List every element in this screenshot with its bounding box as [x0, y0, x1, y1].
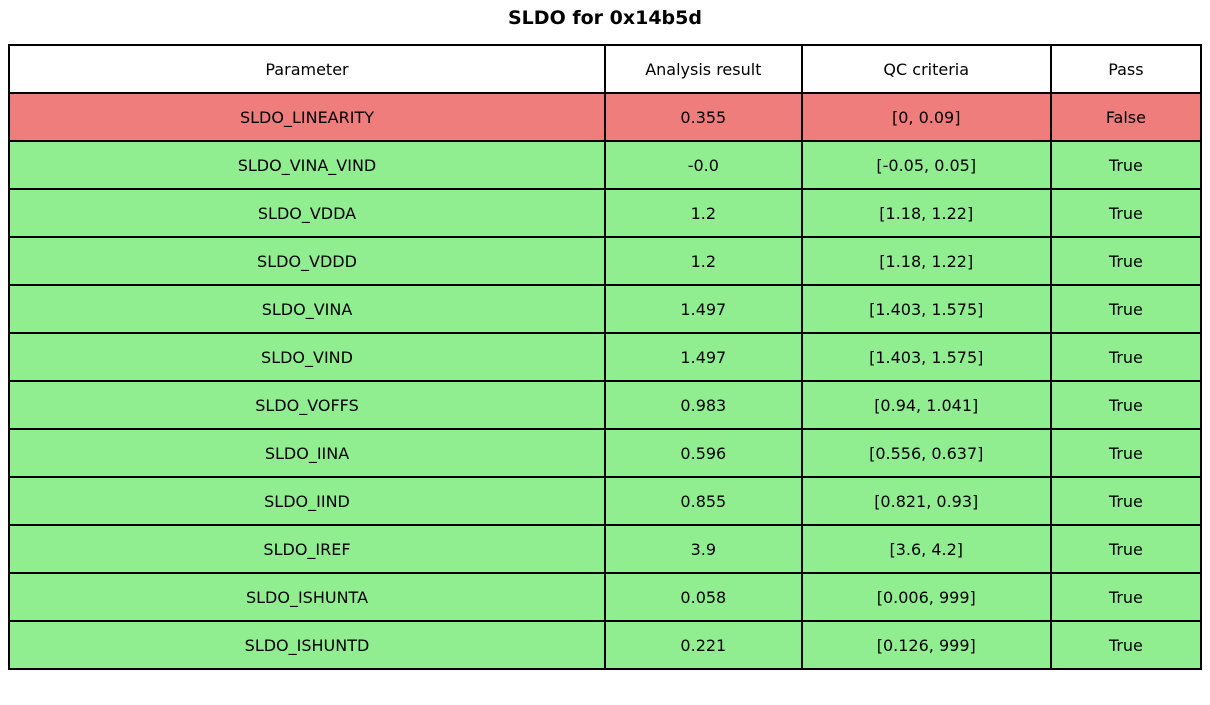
table-row: SLDO_VDDA 1.2 [1.18, 1.22] True — [8, 188, 1203, 238]
cell-analysis-result: 3.9 — [604, 524, 803, 574]
cell-qc-criteria: [1.403, 1.575] — [800, 284, 1052, 334]
cell-parameter: SLDO_VOFFS — [8, 380, 606, 430]
cell-pass: True — [1049, 188, 1203, 238]
cell-pass: True — [1049, 572, 1203, 622]
table-row: SLDO_VINA 1.497 [1.403, 1.575] True — [8, 284, 1203, 334]
cell-analysis-result: 0.855 — [604, 476, 803, 526]
page-title: SLDO for 0x14b5d — [508, 7, 702, 29]
cell-analysis-result: 0.355 — [604, 92, 803, 142]
table-row: SLDO_IREF 3.9 [3.6, 4.2] True — [8, 524, 1203, 574]
table-row: SLDO_ISHUNTD 0.221 [0.126, 999] True — [8, 620, 1203, 670]
cell-qc-criteria: [3.6, 4.2] — [800, 524, 1052, 574]
table-row: SLDO_VIND 1.497 [1.403, 1.575] True — [8, 332, 1203, 382]
cell-pass: True — [1049, 332, 1203, 382]
cell-pass: True — [1049, 380, 1203, 430]
cell-pass: False — [1049, 92, 1203, 142]
cell-pass: True — [1049, 140, 1203, 190]
column-header-parameter: Parameter — [8, 44, 606, 94]
cell-analysis-result: 0.221 — [604, 620, 803, 670]
cell-analysis-result: 1.497 — [604, 284, 803, 334]
cell-parameter: SLDO_LINEARITY — [8, 92, 606, 142]
cell-analysis-result: 1.2 — [604, 236, 803, 286]
cell-qc-criteria: [0, 0.09] — [800, 92, 1052, 142]
table-row: SLDO_VDDD 1.2 [1.18, 1.22] True — [8, 236, 1203, 286]
cell-qc-criteria: [0.556, 0.637] — [800, 428, 1052, 478]
table-row: SLDO_ISHUNTA 0.058 [0.006, 999] True — [8, 572, 1203, 622]
cell-pass: True — [1049, 236, 1203, 286]
cell-qc-criteria: [1.403, 1.575] — [800, 332, 1052, 382]
cell-qc-criteria: [0.126, 999] — [800, 620, 1052, 670]
cell-qc-criteria: [0.821, 0.93] — [800, 476, 1052, 526]
cell-analysis-result: 1.2 — [604, 188, 803, 238]
cell-qc-criteria: [-0.05, 0.05] — [800, 140, 1052, 190]
table-row: SLDO_VOFFS 0.983 [0.94, 1.041] True — [8, 380, 1203, 430]
cell-parameter: SLDO_IIND — [8, 476, 606, 526]
cell-analysis-result: 0.596 — [604, 428, 803, 478]
table-header: Parameter Analysis result QC criteria Pa… — [8, 44, 1203, 94]
table-row: SLDO_LINEARITY 0.355 [0, 0.09] False — [8, 92, 1203, 142]
cell-parameter: SLDO_IREF — [8, 524, 606, 574]
cell-qc-criteria: [1.18, 1.22] — [800, 236, 1052, 286]
table-row: SLDO_IIND 0.855 [0.821, 0.93] True — [8, 476, 1203, 526]
table-body: SLDO_LINEARITY 0.355 [0, 0.09] False SLD… — [8, 92, 1203, 670]
cell-parameter: SLDO_VIND — [8, 332, 606, 382]
cell-analysis-result: 0.058 — [604, 572, 803, 622]
cell-pass: True — [1049, 428, 1203, 478]
cell-qc-criteria: [0.006, 999] — [800, 572, 1052, 622]
table-row: SLDO_IINA 0.596 [0.556, 0.637] True — [8, 428, 1203, 478]
cell-qc-criteria: [0.94, 1.041] — [800, 380, 1052, 430]
column-header-analysis-result: Analysis result — [604, 44, 803, 94]
column-header-qc-criteria: QC criteria — [800, 44, 1052, 94]
cell-analysis-result: 1.497 — [604, 332, 803, 382]
cell-analysis-result: -0.0 — [604, 140, 803, 190]
header-row: Parameter Analysis result QC criteria Pa… — [8, 44, 1203, 94]
cell-pass: True — [1049, 284, 1203, 334]
cell-parameter: SLDO_ISHUNTD — [8, 620, 606, 670]
cell-parameter: SLDO_IINA — [8, 428, 606, 478]
qc-results-table: Parameter Analysis result QC criteria Pa… — [8, 44, 1203, 670]
cell-parameter: SLDO_ISHUNTA — [8, 572, 606, 622]
cell-parameter: SLDO_VINA_VIND — [8, 140, 606, 190]
column-header-pass: Pass — [1049, 44, 1203, 94]
cell-pass: True — [1049, 476, 1203, 526]
cell-analysis-result: 0.983 — [604, 380, 803, 430]
cell-qc-criteria: [1.18, 1.22] — [800, 188, 1052, 238]
cell-pass: True — [1049, 620, 1203, 670]
table-row: SLDO_VINA_VIND -0.0 [-0.05, 0.05] True — [8, 140, 1203, 190]
cell-pass: True — [1049, 524, 1203, 574]
cell-parameter: SLDO_VINA — [8, 284, 606, 334]
cell-parameter: SLDO_VDDD — [8, 236, 606, 286]
cell-parameter: SLDO_VDDA — [8, 188, 606, 238]
